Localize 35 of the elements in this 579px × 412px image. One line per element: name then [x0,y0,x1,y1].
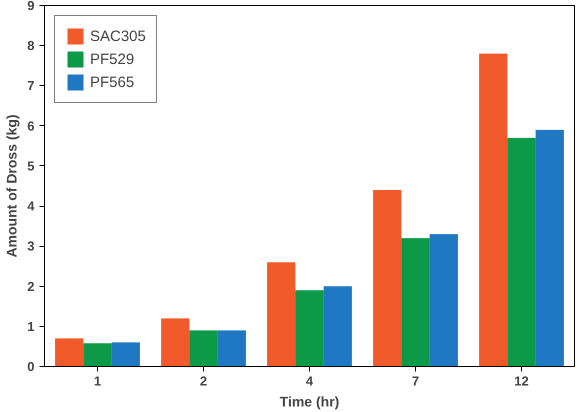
legend-label: PF565 [90,74,134,90]
bar [161,318,190,366]
y-tick-label: 7 [27,78,35,94]
bar [324,286,352,366]
x-tick-label: 12 [514,374,529,388]
x-axis-title: Time (hr) [280,394,340,410]
bar [112,342,140,366]
bar [189,330,218,366]
legend-label: PF529 [90,50,134,68]
x-tick-label: 4 [306,374,314,388]
x-tick-label: 7 [412,374,420,388]
bar [401,238,430,366]
y-tick-label: 4 [27,198,36,214]
y-tick-label: 1 [27,318,35,334]
bar [295,290,324,366]
y-tick-label: 6 [27,118,35,134]
x-tick-label: 1 [94,374,102,388]
bar [430,234,458,366]
x-tick-label: 2 [200,374,208,388]
legend-label: SAC305 [90,28,146,44]
bar [218,330,246,366]
y-axis-title: Amount of Dross (kg) [3,114,20,258]
y-tick-label: 3 [27,238,35,254]
bar [373,190,402,366]
bar [507,138,536,366]
bar [267,262,296,366]
bar [536,130,564,366]
bar [83,343,112,366]
bar [479,54,508,366]
y-tick-label: 0 [27,359,35,374]
y-tick-label: 8 [27,38,35,54]
bar [55,338,84,366]
y-tick-label: 5 [27,158,35,174]
y-tick-label: 2 [27,278,35,294]
y-tick-label: 9 [27,0,35,13]
